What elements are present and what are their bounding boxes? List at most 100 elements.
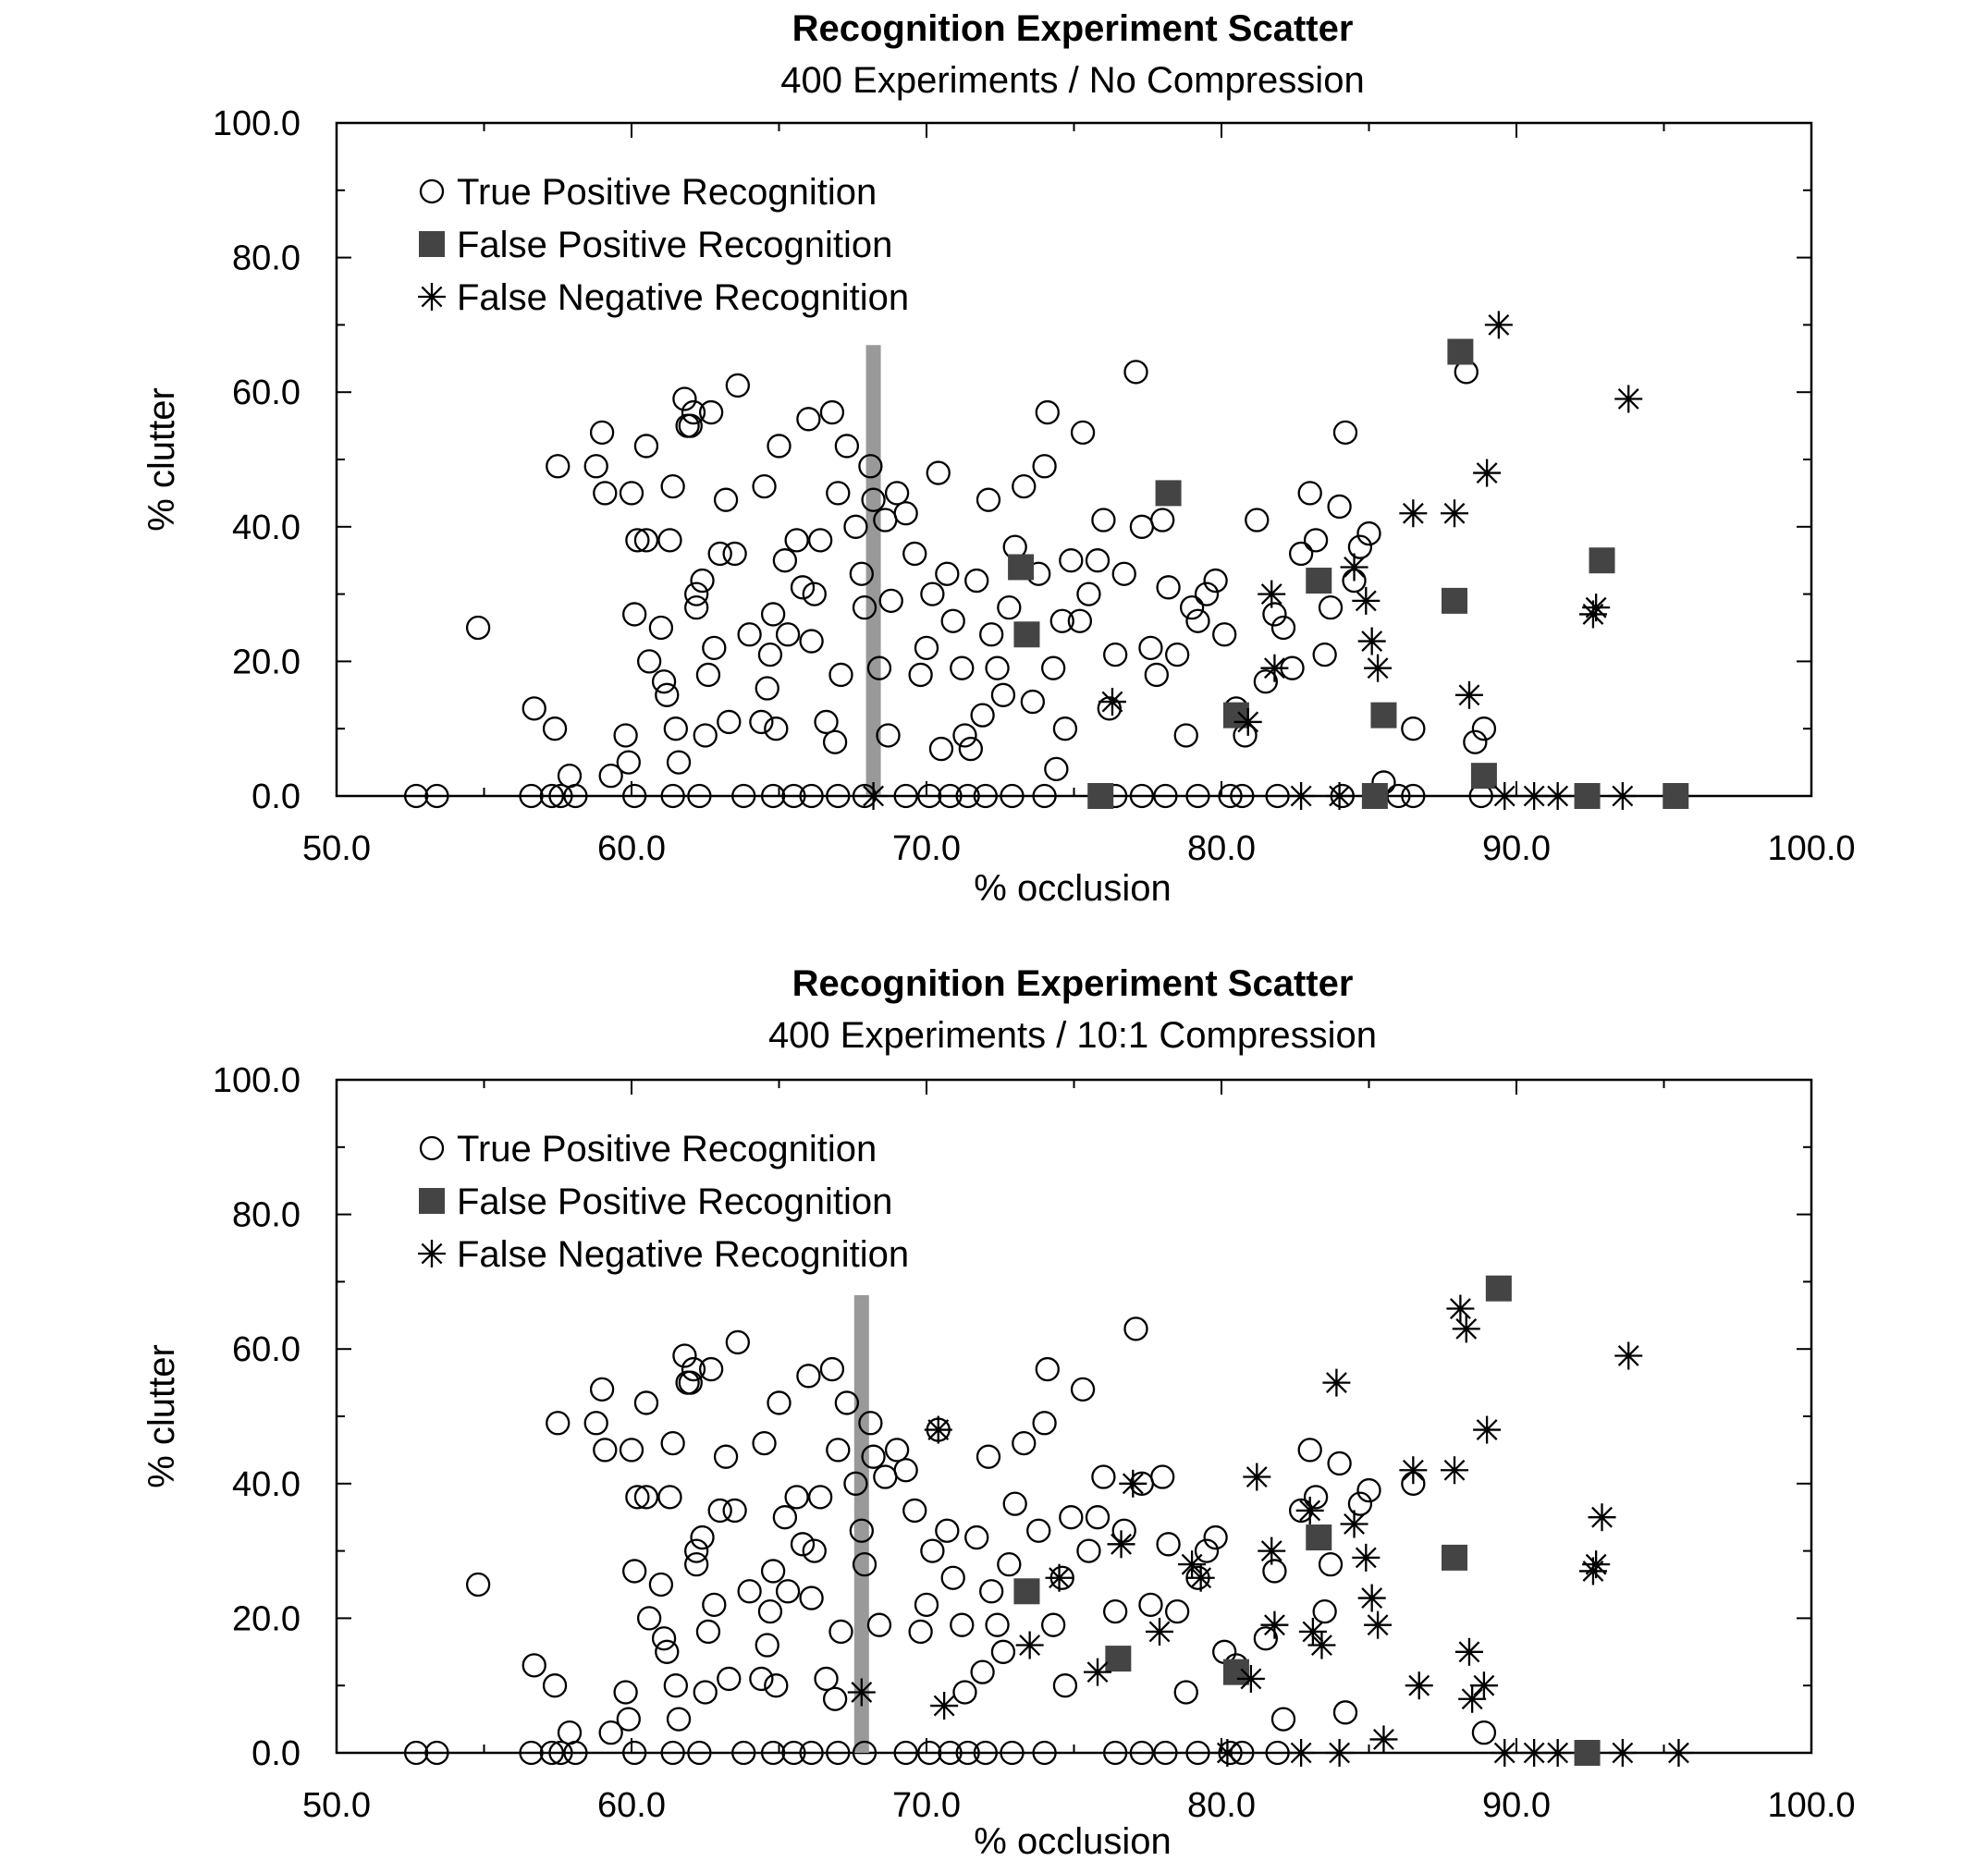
true-positive-point (698, 1356, 724, 1382)
true-positive-point (1401, 783, 1426, 809)
false-negative-point (1107, 1530, 1135, 1559)
false-negative-point (1322, 1368, 1351, 1397)
false-negative-point (1399, 499, 1428, 528)
y-tick-label: 20.0 (232, 1599, 301, 1638)
true-positive-point (843, 1471, 868, 1496)
x-tick-label: 60.0 (597, 1786, 666, 1825)
true-positive-point (873, 1464, 898, 1489)
true-positive-point (424, 1740, 449, 1766)
true-positive-point (784, 1485, 809, 1510)
true-positive-point (749, 709, 774, 735)
true-positive-point (799, 629, 824, 654)
true-positive-point (713, 487, 739, 512)
true-positive-point (752, 1430, 777, 1456)
true-positive-point (403, 783, 429, 809)
true-positive-point (764, 1673, 789, 1698)
true-positive-point (772, 1505, 798, 1530)
true-positive-point (660, 1430, 685, 1456)
true-positive-point (1091, 508, 1116, 533)
true-positive-point (1297, 481, 1322, 506)
false-negative-point (1473, 459, 1502, 487)
x-tick-labels: 50.0 60.0 70.0 80.0 90.0 100.0 (302, 829, 1856, 868)
true-positive-point (799, 783, 824, 809)
false-negative-point (1614, 1341, 1643, 1370)
true-positive-point (663, 716, 688, 741)
true-positive-point (542, 716, 568, 741)
true-positive-point (985, 1612, 1010, 1637)
true-positive-point (1032, 1740, 1057, 1766)
y-axis-label: % clutter (141, 1344, 182, 1488)
true-positive-point (693, 1680, 718, 1705)
true-positive-point (749, 1666, 774, 1692)
true-positive-point (717, 709, 742, 735)
true-positive-point (707, 1498, 732, 1524)
true-positive-point (651, 669, 677, 694)
true-positive-point (997, 595, 1022, 620)
true-positive-point (950, 1612, 975, 1637)
true-positive-point (826, 481, 851, 506)
true-positive-point (799, 1586, 824, 1610)
legend-symbol (419, 1135, 445, 1161)
false-negative-point (1213, 1739, 1242, 1767)
true-positive-point (672, 1343, 697, 1368)
true-positive-point (1297, 1438, 1322, 1463)
true-positive-point (717, 1666, 742, 1692)
false-positive-point (1663, 783, 1689, 809)
y-tick-label: 0.0 (252, 777, 301, 816)
true-positive-point (1026, 1518, 1051, 1543)
true-positive-point (1165, 1598, 1190, 1624)
true-positive-point (731, 783, 756, 809)
false-negative-point (1582, 594, 1611, 622)
true-positive-point (914, 1592, 939, 1617)
true-positive-point (1203, 1524, 1228, 1550)
y-tick-label: 100.0 (213, 104, 301, 143)
true-positive-point (1138, 635, 1163, 660)
x-tick-label: 100.0 (1767, 829, 1855, 868)
true-positive-point (693, 723, 718, 748)
false-positive-point (1447, 338, 1474, 365)
legend-marker-false-positive (419, 231, 445, 257)
true-positive-point (902, 1498, 927, 1524)
true-positive-point (684, 1538, 709, 1563)
y-tick-label: 0.0 (252, 1734, 301, 1773)
false-positive-point (1013, 1578, 1040, 1605)
true-positive-point (1012, 473, 1037, 499)
true-positive-point (1194, 1538, 1220, 1563)
true-positive-point (557, 764, 583, 789)
true-positive-point (826, 1438, 851, 1463)
true-positive-point (979, 622, 1004, 647)
true-positive-point (1356, 1477, 1381, 1503)
true-positive-point (843, 514, 868, 539)
true-positive-point (952, 1680, 977, 1705)
true-positive-point (1150, 508, 1175, 533)
true-positive-point (546, 454, 571, 479)
true-positive-point (1347, 534, 1373, 559)
true-positive-point (955, 783, 980, 809)
x-tick-label: 80.0 (1187, 1786, 1256, 1825)
true-positive-point (822, 1686, 848, 1711)
true-positive-point (722, 1498, 747, 1524)
true-positive-point (970, 703, 995, 728)
false-negative-point (1441, 1456, 1469, 1485)
true-positive-point (819, 1356, 845, 1382)
false-positive-point (1087, 783, 1114, 809)
true-positive-point (828, 662, 853, 688)
false-negative-point (1543, 782, 1572, 810)
true-positive-point (522, 696, 546, 721)
true-positive-point (633, 1390, 659, 1415)
true-positive-point (775, 1579, 801, 1604)
true-positive-point (796, 407, 821, 432)
true-positive-point (796, 1364, 821, 1389)
false-negative-point (1260, 654, 1289, 682)
false-negative-point (1233, 707, 1262, 736)
false-negative-point (1484, 311, 1513, 339)
true-positive-point (928, 736, 954, 762)
false-negative-point (1352, 586, 1381, 615)
true-positive-point (619, 1438, 644, 1463)
false-negative-point (1491, 1739, 1519, 1767)
true-positive-point (660, 783, 685, 809)
true-positive-point (1356, 520, 1381, 546)
true-positive-point (964, 568, 989, 594)
true-positive-point (1194, 582, 1220, 606)
